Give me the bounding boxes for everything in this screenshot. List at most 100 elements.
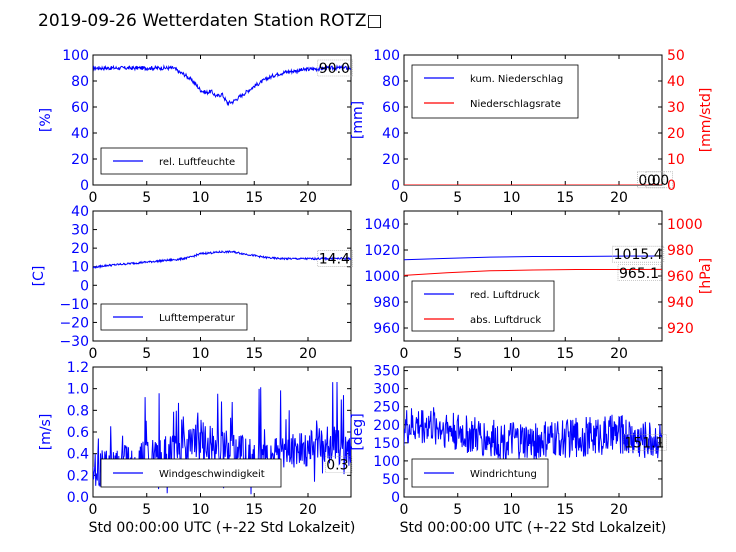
- last-value-text: 90.0: [319, 61, 350, 77]
- x-tick-label: 15: [245, 346, 263, 362]
- last-value-annotation: 151.1: [623, 434, 667, 451]
- x-tick-label: 10: [503, 190, 521, 206]
- y-tick-label: 0: [80, 278, 89, 294]
- series-group: [404, 255, 662, 276]
- y2-tick-label: 940: [667, 295, 694, 311]
- x-axis-label: Std 00:00:00 UTC (+-22 Std Lokalzeit): [89, 520, 356, 536]
- legend-entry: Lufttemperatur: [159, 313, 236, 324]
- y-tick-label: 250: [373, 400, 400, 416]
- last-value-text: 151.1: [624, 435, 664, 451]
- last-value-annotation: 0.0: [637, 171, 665, 189]
- y2-tick-label: 0: [667, 178, 676, 194]
- y-axis-label: [C]: [31, 266, 47, 287]
- last-value-text: 0.3: [326, 458, 348, 474]
- y2-tick-label: 920: [667, 321, 694, 337]
- x-tick-label: 15: [245, 502, 263, 518]
- legend-box: [411, 64, 579, 119]
- y-tick-label: 0: [80, 178, 89, 194]
- y-tick-label: 40: [382, 126, 400, 142]
- last-value-annotation: 14.4: [317, 250, 353, 268]
- y-tick-label: 0.6: [67, 425, 89, 441]
- legend: Windrichtung: [411, 458, 549, 488]
- y-tick-label: −20: [59, 315, 89, 331]
- last-value-text: 0.0: [647, 173, 669, 189]
- legend-entry: abs. Luftdruck: [470, 315, 541, 326]
- last-value-box: [637, 171, 665, 189]
- y2-tick-label: 30: [667, 100, 685, 116]
- x-tick-label: 10: [192, 346, 210, 362]
- x-tick-label: 20: [299, 502, 317, 518]
- legend-entry: kum. Niederschlag: [470, 74, 563, 85]
- y-tick-label: 0: [391, 178, 400, 194]
- y-tick-label: 1000: [364, 269, 400, 285]
- last-value-text: 965.1: [619, 266, 659, 282]
- y-tick-label: −30: [59, 334, 89, 350]
- legend: rel. Luftfeuchte: [100, 147, 248, 175]
- subplot-humidity: 0 5 10 15 20 0 20 40 60 80 100 [%] rel. Luftfeuchte 9…: [38, 48, 353, 206]
- x-tick-label: 0: [89, 502, 98, 518]
- x-tick-label: 5: [142, 502, 151, 518]
- legend-entry: rel. Luftfeuchte: [159, 157, 235, 168]
- x-tick-label: 0: [400, 502, 409, 518]
- x-tick-label: 10: [503, 346, 521, 362]
- x-tick-label: 10: [192, 502, 210, 518]
- y-axis-label: [deg]: [350, 413, 366, 450]
- y-axis-label: [m/s]: [38, 414, 54, 451]
- x-tick-label: 0: [400, 190, 409, 206]
- x-tick-label: 15: [556, 502, 574, 518]
- last-value-box: [612, 245, 665, 263]
- x-tick-label: 5: [453, 190, 462, 206]
- x-tick-label: 5: [142, 190, 151, 206]
- series-group: [93, 64, 351, 107]
- y-tick-label: 960: [373, 321, 400, 337]
- last-value-box: [645, 171, 673, 189]
- y-tick-label: 60: [71, 100, 89, 116]
- x-tick-label: 15: [556, 190, 574, 206]
- legend-box: [100, 147, 248, 175]
- legend-entry: Windrichtung: [470, 469, 537, 480]
- y-tick-label: 10: [71, 260, 89, 276]
- y-tick-label: 0: [391, 490, 400, 506]
- x-tick-label: 10: [503, 502, 521, 518]
- x-tick-label: 20: [610, 346, 628, 362]
- last-value-annotation: 1015.4: [612, 245, 665, 263]
- x-tick-label: 10: [192, 190, 210, 206]
- x-tick-label: 5: [453, 502, 462, 518]
- series-line-abs-luftdruck: [404, 268, 662, 276]
- x-axis-label: Std 00:00:00 UTC (+-22 Std Lokalzeit): [400, 520, 667, 536]
- y2-tick-label: 40: [667, 74, 685, 90]
- x-tick-label: 0: [89, 346, 98, 362]
- y-tick-label: 20: [71, 241, 89, 257]
- y2-axis-label: [mm/std]: [698, 88, 714, 153]
- y2-tick-label: 50: [667, 48, 685, 64]
- x-tick-label: 15: [556, 346, 574, 362]
- last-value-box: [623, 434, 667, 451]
- y-tick-label: 80: [382, 74, 400, 90]
- y2-axis-label: [hPa]: [698, 258, 714, 294]
- legend-entry: red. Luftdruck: [470, 290, 540, 301]
- y2-tick-label: 10: [667, 152, 685, 168]
- series-line-red-luftdruck: [404, 255, 662, 261]
- subplot-pressure: 0 5 10 15 2096098010001020104092094096098010…: [364, 210, 714, 362]
- y-tick-label: 200: [373, 418, 400, 434]
- figure-title: 2019-09-26 Wetterdaten Station ROTZ□: [38, 11, 383, 31]
- y-tick-label: 1.0: [67, 382, 89, 398]
- last-value-annotation: 965.1: [617, 264, 662, 282]
- legend-entry: Windgeschwindigkeit: [159, 469, 265, 480]
- series-group: [404, 407, 662, 462]
- y-tick-label: 0.4: [67, 447, 89, 463]
- y-tick-label: 350: [373, 364, 400, 380]
- x-tick-label: 5: [453, 346, 462, 362]
- y-tick-label: 1040: [364, 217, 400, 233]
- legend: red. Luftdruck abs. Luftdruck: [411, 280, 555, 332]
- last-value-annotation: 90.0: [317, 59, 353, 77]
- y-tick-label: 40: [71, 126, 89, 142]
- y2-tick-label: 20: [667, 126, 685, 142]
- x-tick-label: 20: [299, 190, 317, 206]
- y-tick-label: 80: [71, 74, 89, 90]
- y-tick-label: 0.0: [67, 490, 89, 506]
- y-tick-label: 60: [382, 100, 400, 116]
- subplot-precip: 0 5 10 15 20 0 20 40 60 80 100 0 10 20 30 40 50 [mm/std] […: [350, 48, 714, 206]
- subplot-temperature: 0 5 10 15 20 −30 −20 −10 0 10 20 30 40 [C] Lufttempera…: [31, 204, 353, 362]
